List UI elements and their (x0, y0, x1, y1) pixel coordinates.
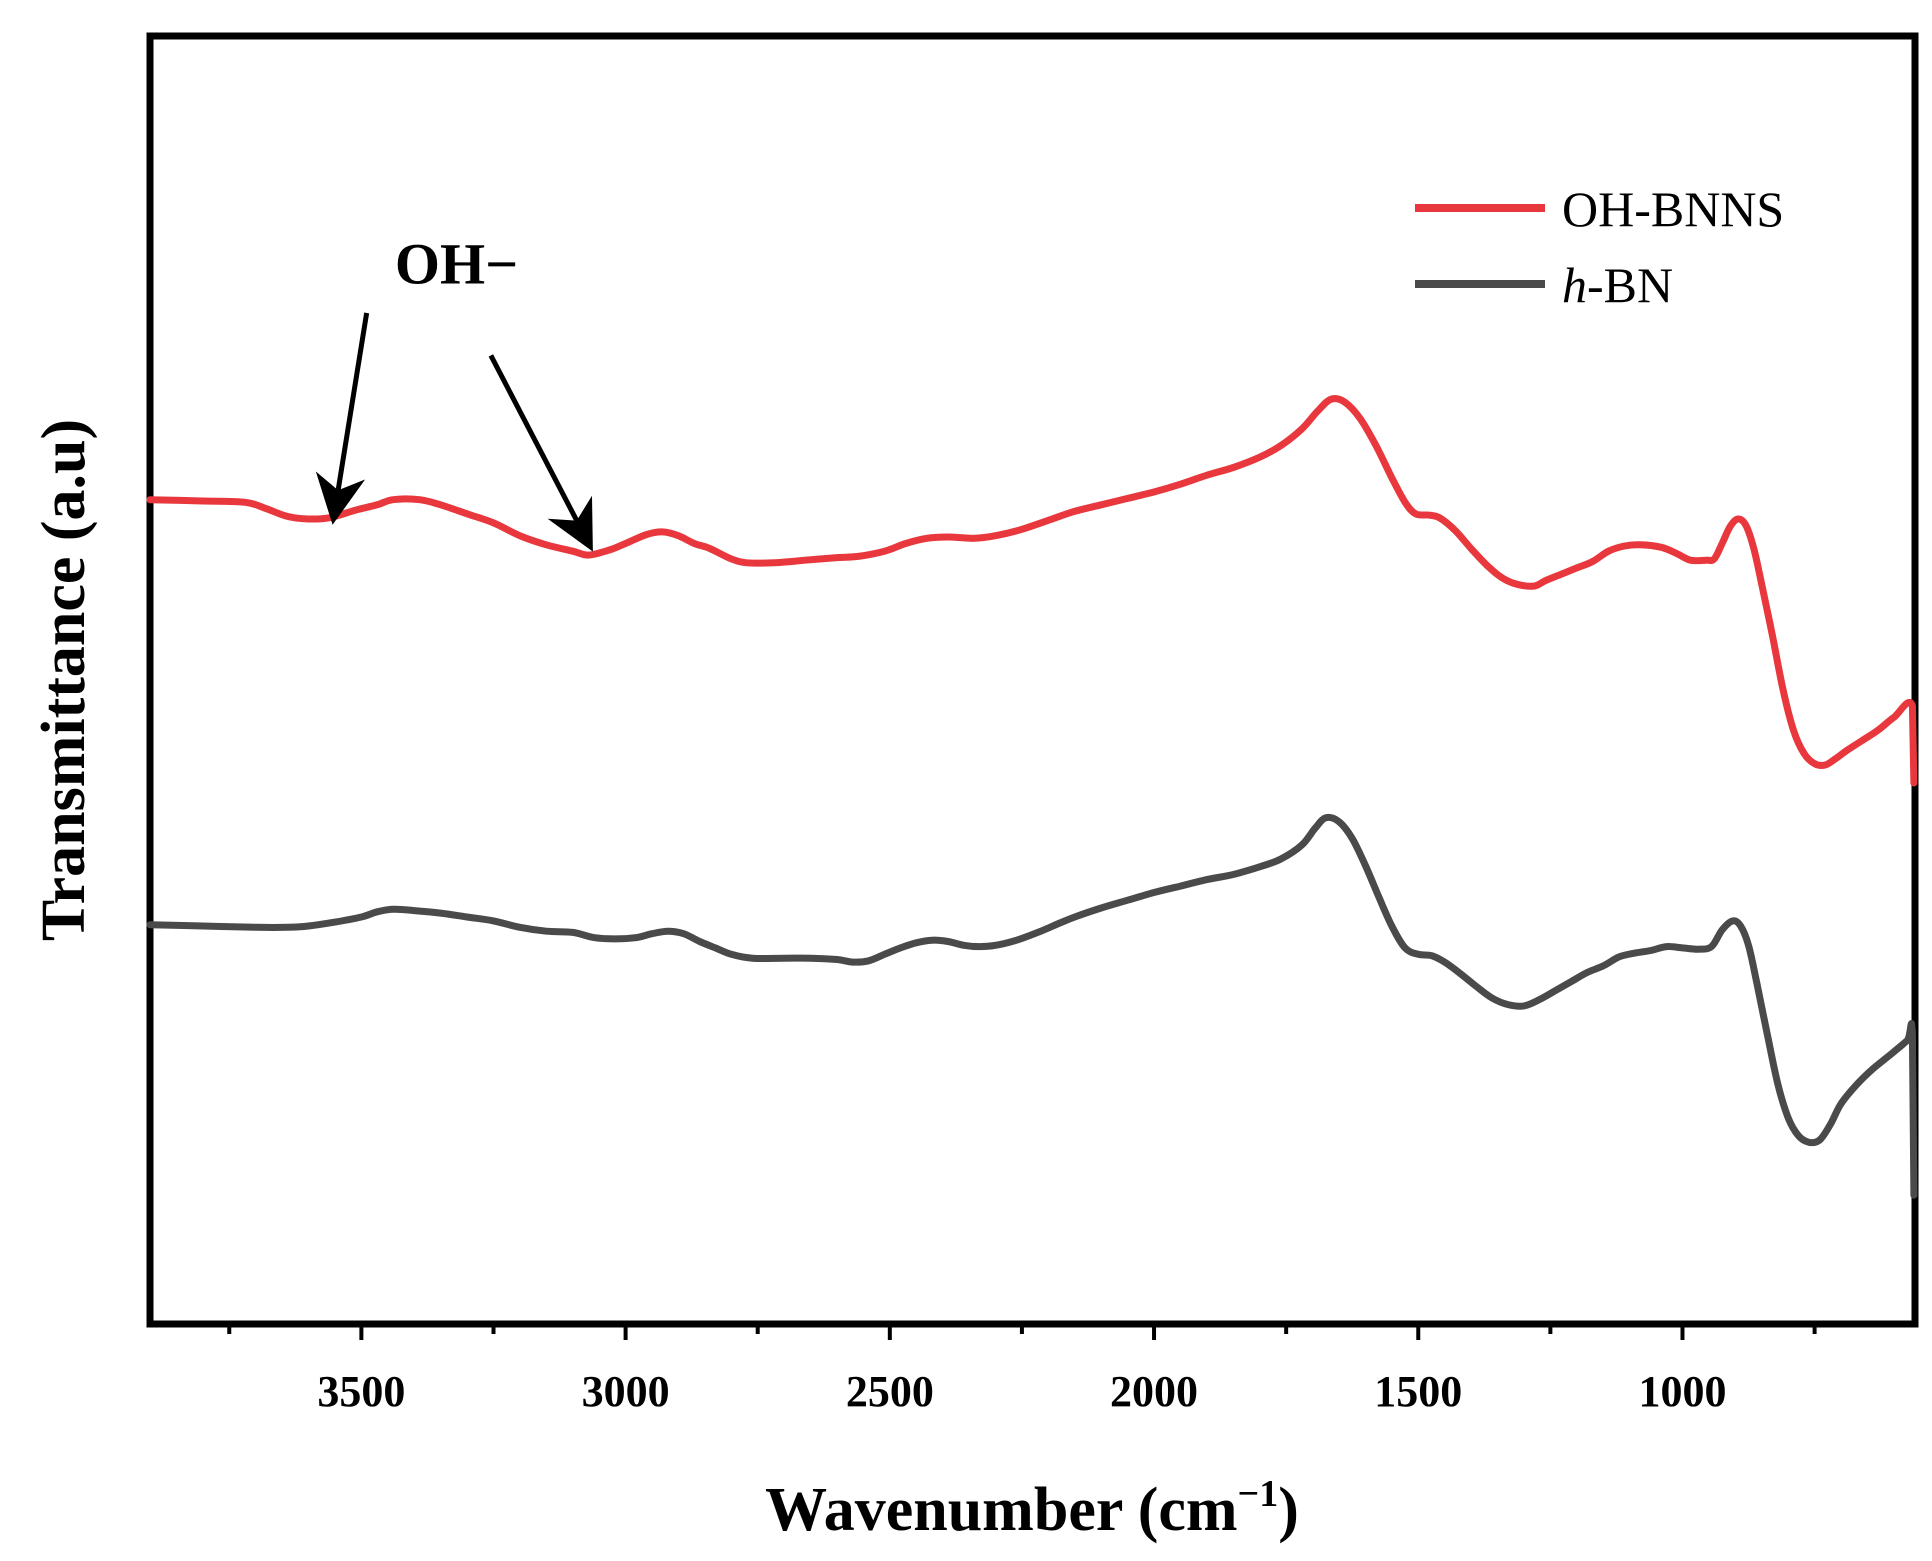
plot-frame (146, 32, 1919, 1328)
series-line-h-bn (146, 813, 1918, 1199)
x-tick-label-1500: 1500 (1374, 1367, 1462, 1416)
x-tick-label-3000: 3000 (582, 1367, 670, 1416)
x-tick-label-3500: 3500 (317, 1367, 405, 1416)
oh-annotation: OH− (315, 231, 593, 552)
y-axis-title: Transmittance (a.u) (30, 419, 98, 941)
x-axis-title: Wavenumber (cm−1) (765, 1473, 1299, 1544)
annotation-label: OH− (395, 231, 518, 296)
series-line-oh-bnns (146, 395, 1918, 787)
legend: OH-BNNS h-BN (1415, 181, 1784, 313)
x-tick-label-2000: 2000 (1110, 1367, 1198, 1416)
x-axis-tick-labels: 3500 3000 2500 2000 1500 1000 (317, 1367, 1726, 1416)
annotation-arrow-1 (315, 312, 370, 525)
x-tick-label-2500: 2500 (846, 1367, 934, 1416)
legend-label-h-bn: h-BN (1562, 257, 1673, 313)
x-tick-label-1000: 1000 (1638, 1367, 1726, 1416)
annotation-arrow-2 (488, 354, 593, 552)
legend-label-oh-bnns: OH-BNNS (1562, 181, 1784, 237)
x-axis-ticks (227, 1324, 1817, 1340)
